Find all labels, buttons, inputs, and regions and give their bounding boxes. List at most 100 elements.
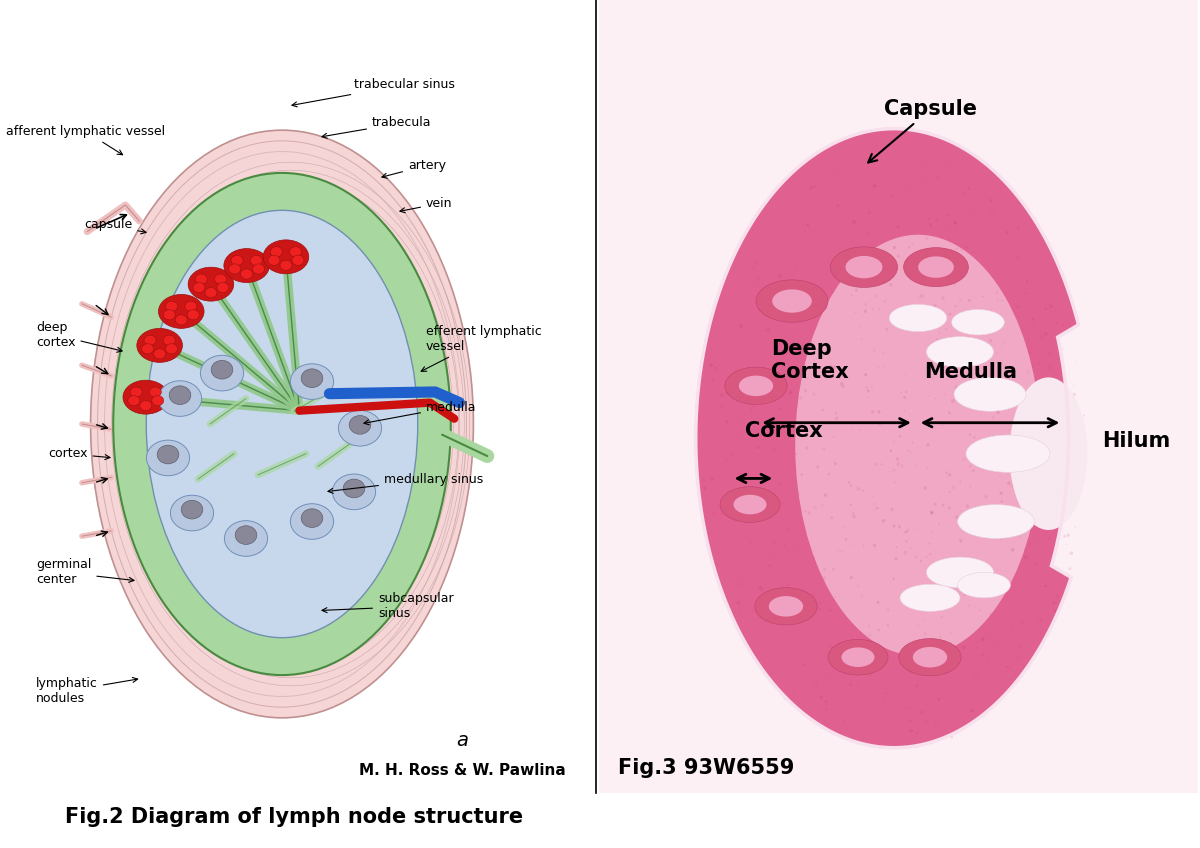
Ellipse shape (758, 586, 762, 589)
Ellipse shape (972, 469, 974, 472)
Ellipse shape (943, 351, 946, 354)
Ellipse shape (889, 689, 890, 691)
Ellipse shape (1046, 428, 1048, 431)
Ellipse shape (1045, 440, 1049, 444)
Ellipse shape (122, 380, 168, 414)
Ellipse shape (749, 503, 752, 506)
Ellipse shape (929, 553, 931, 555)
Text: Cortex: Cortex (745, 421, 823, 441)
Ellipse shape (990, 209, 994, 213)
Ellipse shape (812, 360, 815, 362)
Ellipse shape (956, 271, 960, 275)
Ellipse shape (970, 214, 972, 215)
Ellipse shape (806, 671, 808, 672)
Ellipse shape (1007, 482, 1010, 485)
Ellipse shape (838, 656, 841, 660)
Text: trabecular sinus: trabecular sinus (292, 78, 455, 107)
Ellipse shape (1020, 594, 1022, 595)
Ellipse shape (702, 478, 704, 482)
Ellipse shape (904, 320, 906, 322)
Ellipse shape (871, 386, 874, 388)
Ellipse shape (926, 466, 929, 469)
Ellipse shape (926, 557, 994, 588)
Ellipse shape (977, 203, 978, 204)
Ellipse shape (1060, 350, 1062, 352)
Ellipse shape (901, 465, 904, 468)
Ellipse shape (1049, 494, 1050, 495)
Text: subcapsular
sinus: subcapsular sinus (322, 592, 454, 621)
Ellipse shape (948, 411, 950, 414)
Ellipse shape (896, 226, 900, 228)
Ellipse shape (996, 292, 998, 293)
Ellipse shape (863, 545, 864, 547)
Text: Fig.2 Diagram of lymph node structure: Fig.2 Diagram of lymph node structure (65, 806, 523, 827)
Ellipse shape (787, 315, 791, 318)
Ellipse shape (770, 506, 774, 510)
Ellipse shape (824, 304, 827, 306)
Ellipse shape (268, 255, 280, 265)
Ellipse shape (917, 590, 918, 592)
Ellipse shape (846, 266, 850, 269)
Ellipse shape (936, 338, 938, 341)
Ellipse shape (1030, 512, 1032, 515)
Ellipse shape (968, 187, 971, 190)
Ellipse shape (1026, 280, 1028, 283)
Ellipse shape (955, 227, 956, 229)
Text: Deep
Cortex: Deep Cortex (772, 339, 848, 382)
Ellipse shape (1008, 449, 1012, 452)
Ellipse shape (157, 445, 179, 464)
Ellipse shape (738, 472, 739, 475)
Text: trabecula: trabecula (322, 116, 432, 138)
Ellipse shape (838, 654, 840, 656)
Ellipse shape (850, 484, 852, 487)
Ellipse shape (726, 380, 727, 382)
Ellipse shape (930, 510, 934, 515)
Ellipse shape (928, 382, 929, 384)
Ellipse shape (962, 458, 966, 461)
Ellipse shape (1051, 460, 1055, 462)
Ellipse shape (767, 476, 769, 478)
Ellipse shape (829, 644, 833, 648)
Ellipse shape (847, 482, 850, 484)
Ellipse shape (154, 349, 166, 359)
Ellipse shape (978, 609, 982, 612)
Ellipse shape (846, 207, 847, 209)
Ellipse shape (1012, 263, 1014, 265)
Ellipse shape (1008, 667, 1010, 668)
Ellipse shape (946, 471, 948, 474)
Ellipse shape (761, 588, 764, 591)
Ellipse shape (778, 378, 780, 381)
Ellipse shape (820, 603, 821, 605)
Ellipse shape (166, 301, 178, 311)
Ellipse shape (941, 504, 944, 507)
Ellipse shape (871, 271, 874, 275)
Ellipse shape (948, 473, 952, 477)
Ellipse shape (979, 456, 982, 459)
Ellipse shape (235, 526, 257, 544)
Ellipse shape (997, 203, 998, 204)
Ellipse shape (944, 393, 946, 395)
Ellipse shape (200, 355, 244, 391)
Ellipse shape (290, 364, 334, 399)
Ellipse shape (960, 510, 961, 511)
Ellipse shape (1036, 535, 1038, 538)
Ellipse shape (925, 721, 928, 723)
Ellipse shape (739, 325, 743, 328)
Ellipse shape (934, 503, 937, 505)
Ellipse shape (874, 509, 875, 510)
Ellipse shape (727, 499, 730, 501)
Ellipse shape (814, 186, 816, 188)
Ellipse shape (1048, 538, 1050, 539)
Text: artery: artery (382, 159, 446, 178)
Ellipse shape (727, 505, 731, 508)
Ellipse shape (938, 561, 941, 564)
Ellipse shape (1020, 505, 1022, 506)
Ellipse shape (1060, 415, 1062, 417)
Ellipse shape (1069, 445, 1073, 449)
Ellipse shape (1007, 666, 1008, 668)
Ellipse shape (829, 365, 833, 368)
Ellipse shape (720, 487, 780, 522)
Ellipse shape (876, 506, 878, 510)
Ellipse shape (181, 500, 203, 519)
Ellipse shape (847, 680, 848, 682)
